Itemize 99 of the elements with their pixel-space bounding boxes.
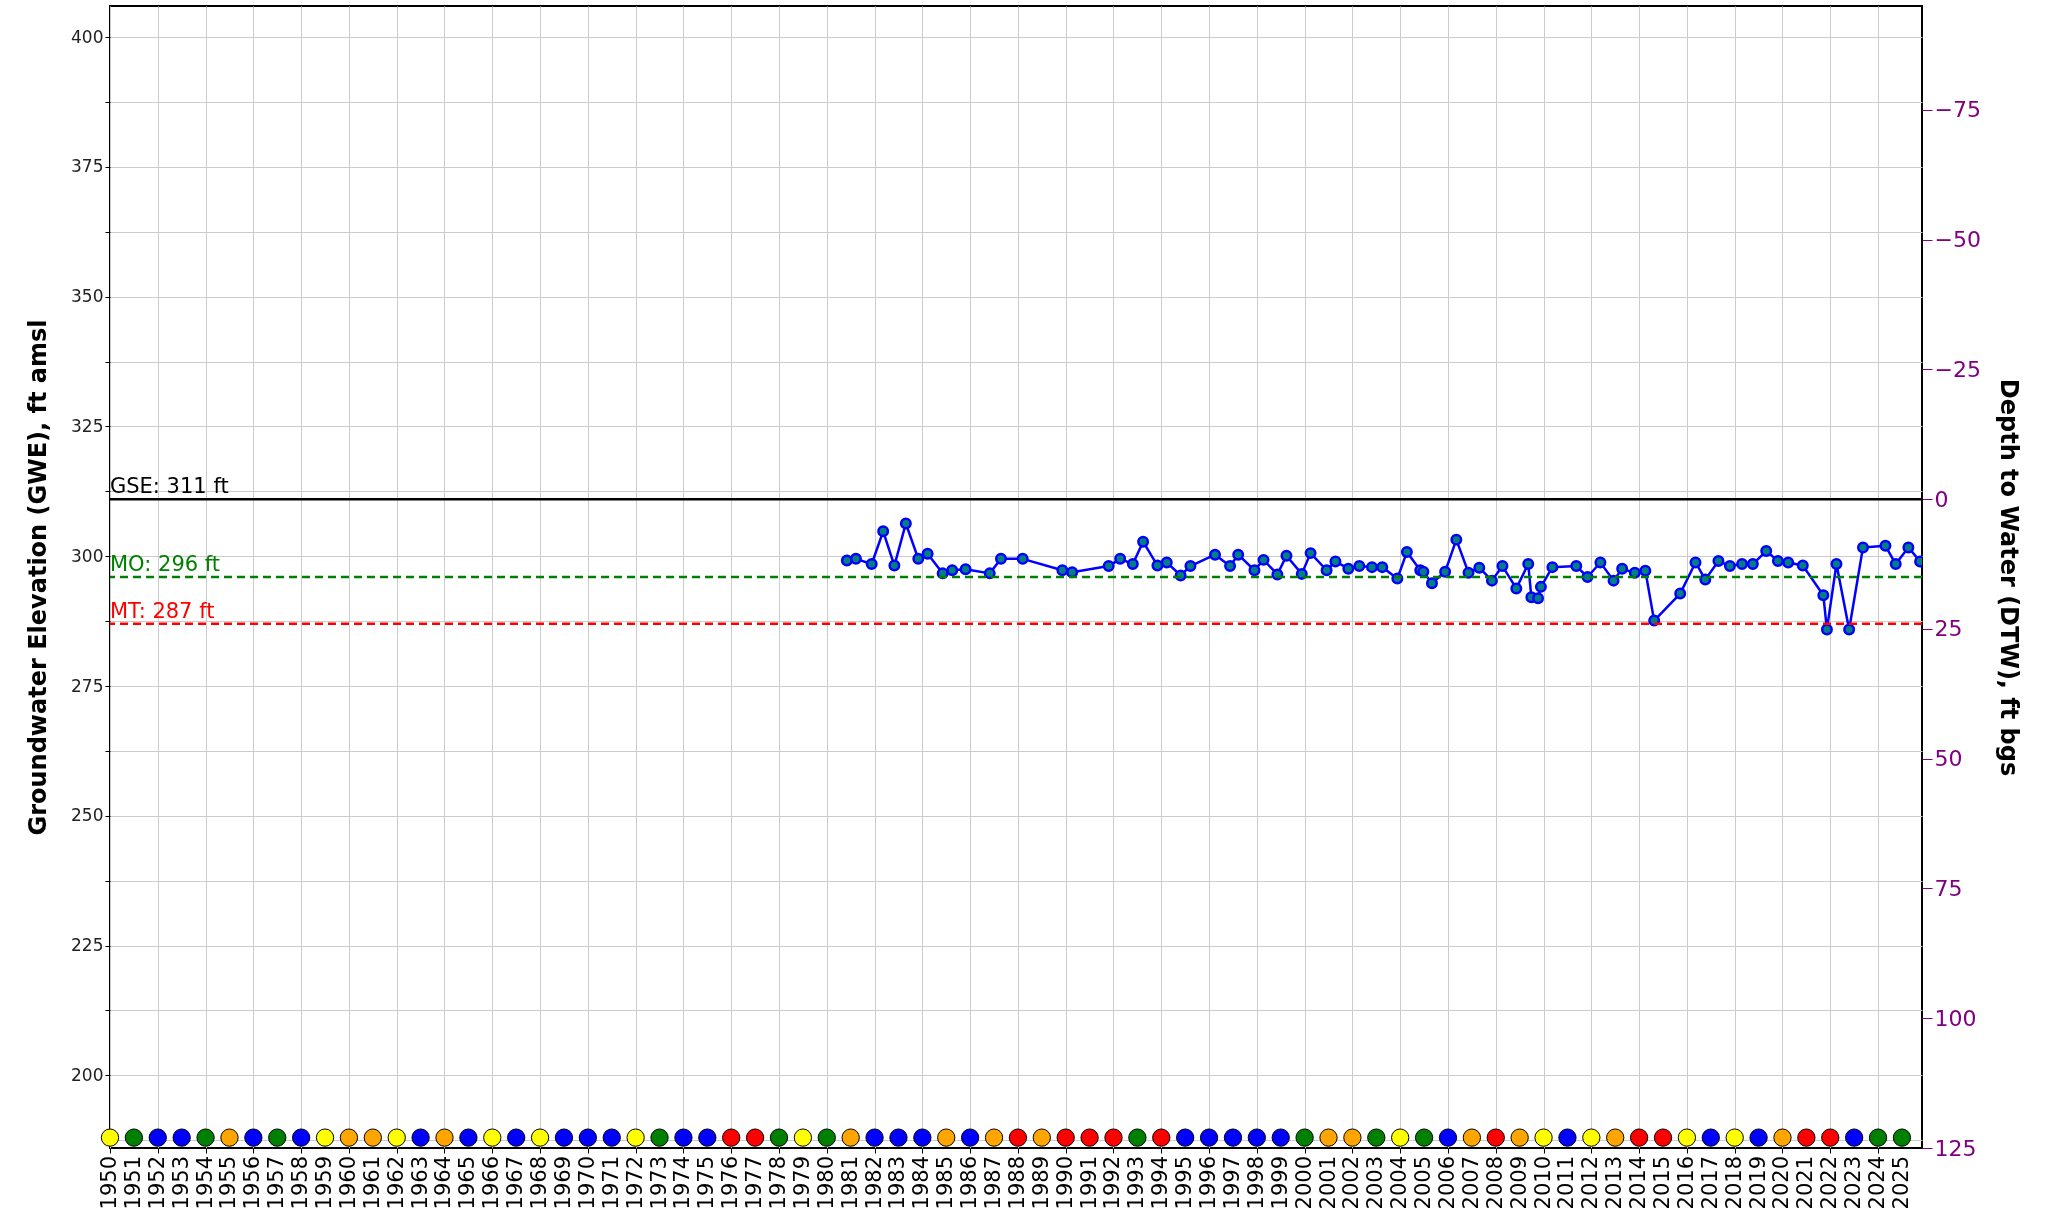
x-tick-label: 1982 — [861, 1156, 886, 1210]
x-tick-label: 2015 — [1650, 1156, 1675, 1210]
x-tick-label: 2016 — [1673, 1156, 1698, 1210]
x-tick-label: 2006 — [1434, 1156, 1459, 1210]
y2-tick-label: −75 — [1934, 97, 1981, 123]
x-tick-label: 1974 — [670, 1156, 695, 1210]
y2-tick-label: 75 — [1934, 875, 1963, 901]
x-tick-label: 1962 — [383, 1156, 408, 1210]
x-tick-label: 1970 — [574, 1156, 599, 1210]
y-tick-label: 275 — [71, 675, 104, 696]
x-tick-label: 1968 — [527, 1156, 552, 1210]
x-tick-label: 2019 — [1745, 1156, 1770, 1210]
y-tick-label: 300 — [71, 545, 104, 566]
y2-tick-label: −25 — [1934, 356, 1981, 382]
x-tick-label: 2013 — [1602, 1156, 1627, 1210]
x-tick-label: 2005 — [1411, 1156, 1436, 1210]
y-tick-label: 250 — [71, 805, 104, 826]
x-tick-label: 1966 — [479, 1156, 504, 1210]
x-tick-label: 2023 — [1841, 1156, 1866, 1210]
y2-tick-label: 50 — [1934, 746, 1963, 772]
x-tick-label: 1999 — [1267, 1156, 1292, 1210]
x-tick-label: 1960 — [335, 1156, 360, 1210]
x-tick-label: 2003 — [1363, 1156, 1388, 1210]
x-tick-label: 1998 — [1243, 1156, 1268, 1210]
x-tick-label: 2009 — [1506, 1156, 1531, 1210]
x-tick-label: 2002 — [1339, 1156, 1364, 1210]
x-tick-label: 2024 — [1865, 1156, 1890, 1210]
y2-tick-label: −50 — [1934, 227, 1981, 253]
y-tick-label: 350 — [71, 286, 104, 307]
x-tick-label: 2010 — [1530, 1156, 1555, 1210]
x-tick-label: 2004 — [1387, 1156, 1412, 1210]
x-tick-label: 2008 — [1482, 1156, 1507, 1210]
x-tick-label: 1969 — [550, 1156, 575, 1210]
x-tick-label: 1981 — [837, 1156, 862, 1210]
x-tick-label: 1988 — [1004, 1156, 1029, 1210]
x-tick-label: 1952 — [144, 1156, 169, 1210]
x-tick-label: 1984 — [909, 1156, 934, 1210]
x-tick-label: 2014 — [1626, 1156, 1651, 1210]
x-tick-label: 1994 — [1148, 1156, 1173, 1210]
x-tick-label: 2000 — [1291, 1156, 1316, 1210]
x-tick-label: 1993 — [1124, 1156, 1149, 1210]
x-tick-label: 2001 — [1315, 1156, 1340, 1210]
x-tick-label: 1967 — [503, 1156, 528, 1210]
x-tick-label: 1954 — [192, 1156, 217, 1210]
x-tick-label: 2022 — [1817, 1156, 1842, 1210]
x-tick-label: 1961 — [359, 1156, 384, 1210]
x-tick-label: 2018 — [1721, 1156, 1746, 1210]
y-axis-title: Groundwater Elevation (GWE), ft amsl — [24, 319, 53, 836]
x-tick-label: 2021 — [1793, 1156, 1818, 1210]
x-tick-label: 1956 — [240, 1156, 265, 1210]
ref-line-label: MO: 296 ft — [110, 552, 221, 576]
x-tick-label: 1976 — [718, 1156, 743, 1210]
x-tick-label: 2007 — [1458, 1156, 1483, 1210]
y2-tick-label: 100 — [1934, 1005, 1977, 1031]
y-tick-label: 325 — [71, 415, 104, 436]
x-tick-label: 2020 — [1769, 1156, 1794, 1210]
x-tick-label: 2017 — [1697, 1156, 1722, 1210]
y-tick-label: 200 — [71, 1064, 104, 1085]
x-tick-label: 1989 — [1028, 1156, 1053, 1210]
x-tick-label: 1995 — [1172, 1156, 1197, 1210]
y2-axis-title: Depth to Water (DTW), ft bgs — [1994, 378, 2023, 777]
y-tick-label: 375 — [71, 156, 104, 177]
x-tick-label: 1957 — [264, 1156, 289, 1210]
x-tick-label: 1964 — [431, 1156, 456, 1210]
x-tick-label: 1971 — [598, 1156, 623, 1210]
x-tick-label: 1983 — [885, 1156, 910, 1210]
x-tick-label: 1987 — [981, 1156, 1006, 1210]
x-tick-label: 1977 — [742, 1156, 767, 1210]
x-tick-label: 1973 — [646, 1156, 671, 1210]
x-tick-label: 1975 — [694, 1156, 719, 1210]
x-tick-label: 1985 — [933, 1156, 958, 1210]
y2-tick-label: 125 — [1934, 1135, 1977, 1161]
ref-line-label: GSE: 311 ft — [110, 474, 229, 499]
ref-line-label: MT: 287 ft — [110, 598, 215, 623]
x-tick-label: 1996 — [1196, 1156, 1221, 1210]
x-tick-label: 2012 — [1578, 1156, 1603, 1210]
x-tick-label: 1990 — [1052, 1156, 1077, 1210]
x-tick-label: 1950 — [97, 1156, 121, 1210]
y2-tick-label: 25 — [1934, 616, 1963, 642]
x-tick-label: 1972 — [622, 1156, 647, 1210]
y2-tick-label: 0 — [1934, 486, 1949, 512]
x-tick-label: 1997 — [1219, 1156, 1244, 1210]
x-tick-label: 1959 — [312, 1156, 337, 1210]
x-tick-label: 1992 — [1100, 1156, 1125, 1210]
x-tick-label: 1955 — [216, 1156, 241, 1210]
x-tick-label: 1978 — [765, 1156, 790, 1210]
x-tick-label: 1953 — [168, 1156, 193, 1210]
x-tick-label: 1951 — [120, 1156, 145, 1210]
x-tick-label: 1958 — [288, 1156, 313, 1210]
x-tick-label: 1963 — [407, 1156, 432, 1210]
y-tick-label: 400 — [71, 26, 104, 47]
x-tick-label: 1986 — [957, 1156, 982, 1210]
x-tick-label: 2011 — [1554, 1156, 1579, 1210]
x-tick-label: 1980 — [813, 1156, 838, 1210]
x-tick-label: 1991 — [1076, 1156, 1101, 1210]
y-tick-label: 225 — [71, 935, 104, 956]
x-tick-label: 1965 — [455, 1156, 480, 1210]
x-tick-label: 2025 — [1888, 1156, 1913, 1210]
x-tick-label: 1979 — [789, 1156, 814, 1210]
